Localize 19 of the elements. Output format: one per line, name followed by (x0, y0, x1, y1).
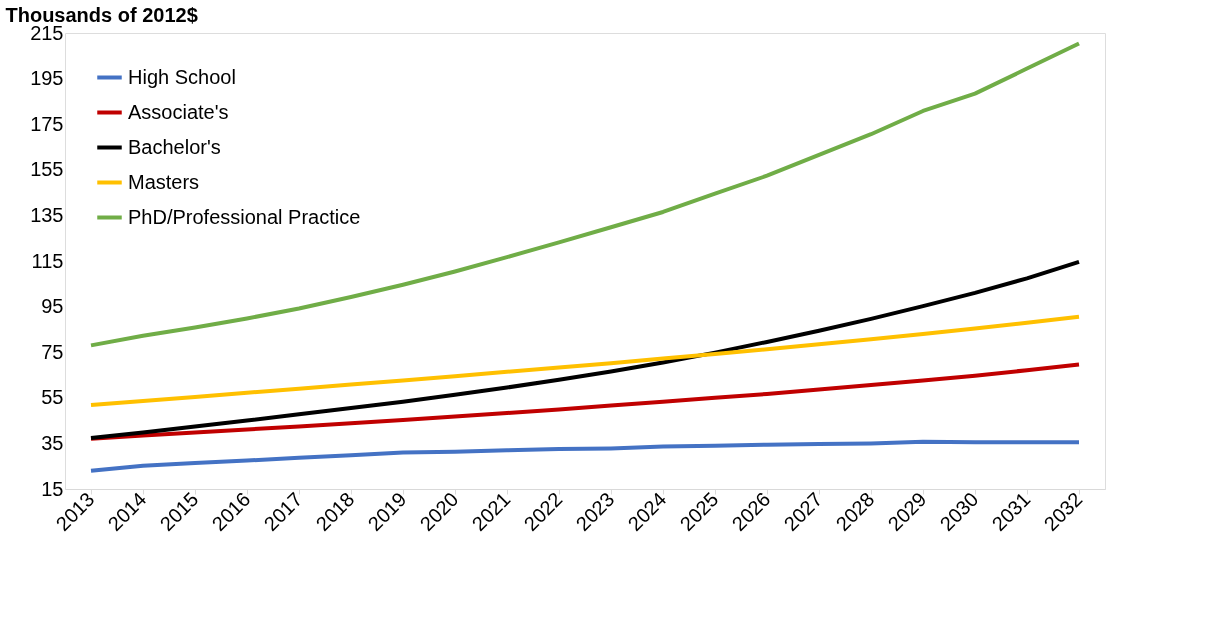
y-tick-label: 35 (41, 431, 64, 454)
legend-label: PhD/Professional Practice (128, 205, 361, 228)
line-series (89, 314, 1081, 408)
legend-label: Associate's (128, 100, 229, 123)
line-series (89, 41, 1081, 348)
legend-label: Bachelor's (128, 135, 221, 158)
legend-label: High School (128, 65, 236, 88)
y-tick-label: 175 (30, 112, 64, 135)
y-tick-label: 195 (30, 67, 64, 90)
line-series (89, 259, 1081, 440)
y-tick-label: 155 (30, 158, 64, 181)
line-series (89, 362, 1081, 441)
y-tick-label: 115 (31, 249, 64, 272)
y-tick-label: 135 (30, 203, 64, 226)
line-series (89, 439, 1081, 473)
y-tick-label: 55 (41, 386, 64, 409)
y-tick-label: 75 (41, 340, 64, 363)
legend-label: Masters (128, 170, 200, 193)
y-tick-label: 95 (41, 295, 64, 318)
